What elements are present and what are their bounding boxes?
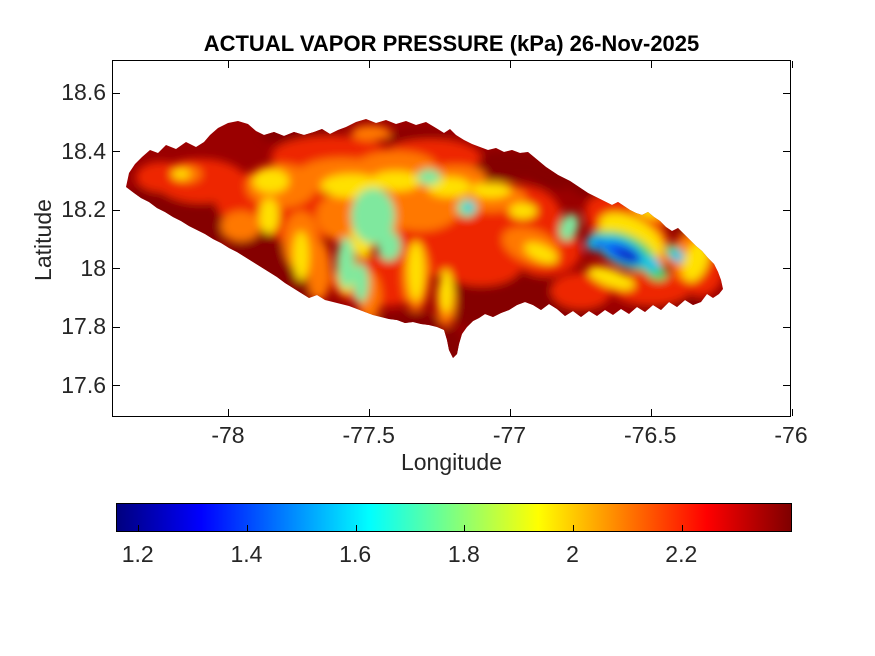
field-blob [126, 186, 159, 226]
field-blob [253, 169, 289, 193]
y-tick [113, 268, 120, 270]
field-blob [471, 182, 511, 198]
x-tick-label: -76 [774, 422, 808, 448]
y-tick-right [783, 326, 790, 328]
colorbar-tick [138, 525, 140, 531]
y-tick-label: 18.4 [61, 137, 106, 164]
field-blob [351, 125, 391, 141]
field-blob [337, 237, 355, 289]
field-blob [439, 328, 463, 358]
field-blob [172, 169, 190, 179]
x-tick-label: -78 [211, 422, 245, 448]
field-blob [356, 151, 436, 181]
x-axis-label: Longitude [400, 449, 503, 475]
x-tick [509, 409, 511, 416]
y-tick-label: 18.6 [61, 79, 106, 106]
y-tick-right [783, 92, 790, 94]
colorbar-tick [355, 525, 357, 531]
y-tick-right [783, 268, 790, 270]
field-blob [408, 241, 424, 301]
chart-title: ACTUAL VAPOR PRESSURE (kPa) 26-Nov-2025 [203, 31, 700, 56]
x-tick-top [228, 61, 230, 68]
colorbar-tick-label: 1.4 [230, 541, 263, 567]
field-blob [559, 213, 579, 241]
colorbar-tick [464, 525, 466, 531]
y-tick-right [783, 385, 790, 387]
field-blob [669, 249, 685, 263]
plot-area [112, 60, 793, 417]
colorbar-tick [681, 525, 683, 531]
y-tick [113, 92, 120, 94]
y-tick-label: 17.8 [61, 313, 106, 340]
field-blob [587, 265, 635, 291]
colorbar-tick-label: 2.2 [665, 541, 698, 567]
x-tick-top [791, 61, 793, 68]
y-tick [113, 385, 120, 387]
colorbar-tick [246, 525, 248, 531]
colorbar [116, 503, 792, 532]
field-blob [439, 269, 453, 313]
x-tick [791, 409, 793, 416]
x-tick-label: -77 [492, 422, 527, 448]
field-blob [307, 241, 331, 301]
x-tick-label: -77.5 [342, 422, 395, 448]
x-tick-top [509, 61, 511, 68]
field-blob [371, 313, 441, 333]
colorbar-tick [573, 525, 575, 531]
field-blob [351, 188, 395, 244]
y-tick-right [783, 151, 790, 153]
x-tick-top [650, 61, 652, 68]
field-blob [616, 248, 640, 264]
field-blob [441, 246, 521, 286]
field-blob [259, 198, 279, 234]
field-blob [221, 211, 261, 241]
field-blob [593, 239, 605, 249]
y-tick [113, 209, 120, 211]
y-tick-right [783, 209, 790, 211]
field-blob [551, 273, 611, 309]
field-blob [371, 171, 421, 191]
field-blob [377, 231, 401, 261]
y-tick-label: 17.6 [61, 371, 106, 398]
field-blob [509, 203, 537, 219]
x-tick-top [369, 61, 371, 68]
y-axis-label: Latitude [30, 199, 56, 281]
y-tick-label: 18 [80, 254, 106, 281]
y-tick-label: 18.2 [61, 196, 106, 223]
x-tick [369, 409, 371, 416]
field-blob [417, 169, 441, 185]
colorbar-tick-label: 1.6 [339, 541, 372, 567]
y-tick [113, 326, 120, 328]
colorbar-tick-label: 1.8 [447, 541, 480, 567]
colorbar-tick-label: 2 [566, 541, 579, 567]
x-tick [228, 409, 230, 416]
vapor-pressure-map [126, 119, 723, 358]
field-blob [524, 242, 558, 264]
contour-field [126, 122, 723, 358]
colorbar-tick-label: 1.2 [121, 541, 154, 567]
field-blob [353, 263, 369, 303]
field-blob [293, 231, 309, 281]
field-blob [641, 256, 661, 272]
x-tick [650, 409, 652, 416]
x-tick-label: -76.5 [624, 422, 677, 448]
field-blob [464, 202, 474, 212]
y-tick [113, 151, 120, 153]
